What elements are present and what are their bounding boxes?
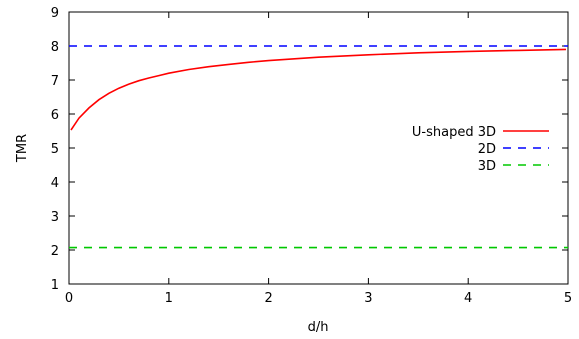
series-line-u-shaped-3d: [70, 48, 567, 131]
y-tick-label: 1: [51, 278, 59, 293]
y-tick-label: 8: [51, 40, 59, 55]
x-tick-label: 0: [65, 291, 73, 306]
x-tick-label: 4: [464, 291, 472, 306]
x-axis-label: d/h: [308, 320, 329, 335]
y-tick-label: 2: [51, 244, 59, 259]
y-tick-label: 9: [51, 6, 59, 21]
legend-label: 3D: [478, 159, 496, 174]
legend: U-shaped 3D 2D 3D: [412, 125, 549, 174]
legend-label: 2D: [478, 142, 496, 157]
legend-label: U-shaped 3D: [412, 125, 496, 140]
x-tick-label: 3: [364, 291, 372, 306]
y-tick-label: 6: [51, 108, 59, 123]
x-tick-label: 1: [165, 291, 173, 306]
y-tick-label: 5: [51, 142, 59, 157]
series-group: [69, 45, 568, 249]
x-tick-label: 2: [264, 291, 272, 306]
y-tick-label: 4: [51, 176, 59, 191]
y-tick-label: 3: [51, 210, 59, 225]
y-tick-label: 7: [51, 74, 59, 89]
y-axis-label: TMR: [15, 134, 30, 163]
x-tick-label: 5: [564, 291, 572, 306]
